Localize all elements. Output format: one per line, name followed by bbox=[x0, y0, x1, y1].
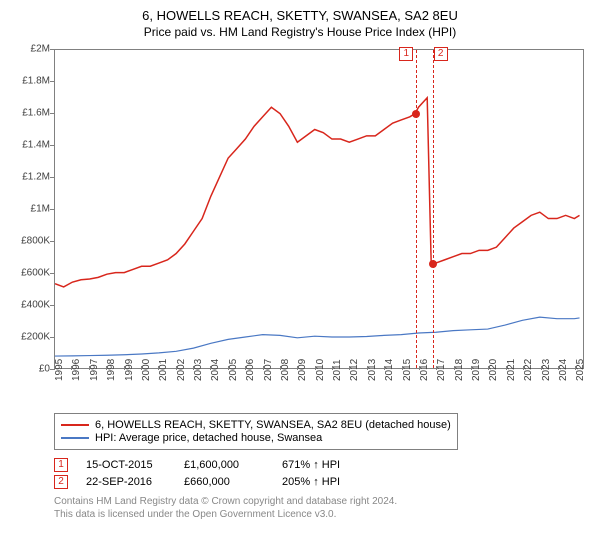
event-row: 1 15-OCT-2015 £1,600,000 671% ↑ HPI bbox=[54, 458, 588, 472]
event-row-date: 22-SEP-2016 bbox=[86, 476, 166, 488]
event-rows: 1 15-OCT-2015 £1,600,000 671% ↑ HPI 2 22-SEP-… bbox=[54, 458, 588, 489]
plot-area bbox=[54, 49, 584, 369]
event-row-delta: 671% ↑ HPI bbox=[282, 459, 362, 471]
y-tick-label: £600K bbox=[12, 268, 50, 279]
event-row-price: £660,000 bbox=[184, 476, 264, 488]
event-row-price: £1,600,000 bbox=[184, 459, 264, 471]
legend-swatch bbox=[61, 424, 89, 426]
event-vline bbox=[416, 50, 417, 368]
event-vline bbox=[433, 50, 434, 368]
x-tick-label: 2025 bbox=[575, 359, 600, 381]
chart-container: 6, HOWELLS REACH, SKETTY, SWANSEA, SA2 8… bbox=[0, 0, 600, 560]
footer-line-1: Contains HM Land Registry data © Crown c… bbox=[54, 495, 588, 508]
event-row-date: 15-OCT-2015 bbox=[86, 459, 166, 471]
y-tick-label: £1.6M bbox=[12, 108, 50, 119]
event-row-marker: 1 bbox=[54, 458, 68, 472]
chart-area: £0 £200K £400K £600K £800K £1M £1.2M £1.4M £1.6M… bbox=[12, 45, 588, 405]
legend-item: HPI: Average price, detached house, Swan… bbox=[61, 432, 451, 444]
chart-lines bbox=[55, 50, 583, 368]
series-line bbox=[55, 98, 580, 287]
event-marker: 1 bbox=[399, 47, 413, 61]
series-line bbox=[55, 317, 580, 356]
legend-label: 6, HOWELLS REACH, SKETTY, SWANSEA, SA2 8… bbox=[95, 419, 451, 431]
event-dot bbox=[412, 110, 420, 118]
y-tick-label: £400K bbox=[12, 300, 50, 311]
y-tick-label: £1M bbox=[12, 204, 50, 215]
y-tick-label: £2M bbox=[12, 44, 50, 55]
event-dot bbox=[429, 260, 437, 268]
event-marker: 2 bbox=[434, 47, 448, 61]
y-tick-label: £200K bbox=[12, 332, 50, 343]
footer-attribution: Contains HM Land Registry data © Crown c… bbox=[54, 495, 588, 521]
chart-subtitle: Price paid vs. HM Land Registry's House … bbox=[12, 25, 588, 39]
event-row-marker: 2 bbox=[54, 475, 68, 489]
y-tick-label: £1.8M bbox=[12, 76, 50, 87]
y-tick-label: £1.2M bbox=[12, 172, 50, 183]
chart-title: 6, HOWELLS REACH, SKETTY, SWANSEA, SA2 8… bbox=[12, 8, 588, 23]
y-tick-label: £800K bbox=[12, 236, 50, 247]
y-tick-label: £0 bbox=[12, 364, 50, 375]
legend-item: 6, HOWELLS REACH, SKETTY, SWANSEA, SA2 8… bbox=[61, 419, 451, 431]
legend: 6, HOWELLS REACH, SKETTY, SWANSEA, SA2 8… bbox=[54, 413, 458, 450]
legend-swatch bbox=[61, 437, 89, 439]
y-tick-label: £1.4M bbox=[12, 140, 50, 151]
event-row-delta: 205% ↑ HPI bbox=[282, 476, 362, 488]
legend-label: HPI: Average price, detached house, Swan… bbox=[95, 432, 322, 444]
event-row: 2 22-SEP-2016 £660,000 205% ↑ HPI bbox=[54, 475, 588, 489]
footer-line-2: This data is licensed under the Open Gov… bbox=[54, 508, 588, 521]
